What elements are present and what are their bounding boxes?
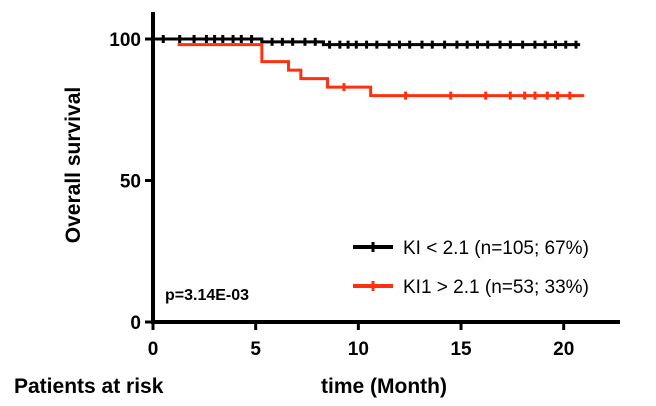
- y-tick-label: 50: [120, 172, 141, 193]
- series-2: [177, 43, 585, 100]
- patients-at-risk-label: Patients at risk: [14, 375, 164, 398]
- legend: KI < 2.1 (n=105; 67%) KI1 > 2.1 (n=53; 33…: [353, 238, 589, 298]
- x-axis-title: time (Month): [321, 375, 447, 398]
- legend-label-1: KI < 2.1 (n=105; 67%): [403, 238, 589, 259]
- x-tick-label: 5: [250, 339, 261, 360]
- plot-area: [153, 35, 585, 100]
- y-axis-title: Overall survival: [62, 87, 85, 243]
- legend-label-2: KI1 > 2.1 (n=53; 33%): [403, 277, 589, 298]
- y-tick-label: 0: [130, 313, 141, 334]
- p-value-annotation: p=3.14E-03: [165, 287, 249, 304]
- y-ticks: 0 50 100: [109, 30, 153, 334]
- x-ticks: 0 5 10 15 20: [148, 322, 574, 360]
- x-tick-label: 10: [348, 339, 369, 360]
- y-tick-label: 100: [109, 30, 141, 51]
- x-tick-label: 20: [553, 339, 574, 360]
- series-1: [153, 35, 581, 49]
- x-tick-label: 0: [148, 339, 159, 360]
- axes: 0 5 10 15 20 0 50 100: [109, 12, 620, 360]
- x-tick-label: 15: [450, 339, 472, 360]
- survival-curve-2: [177, 43, 585, 98]
